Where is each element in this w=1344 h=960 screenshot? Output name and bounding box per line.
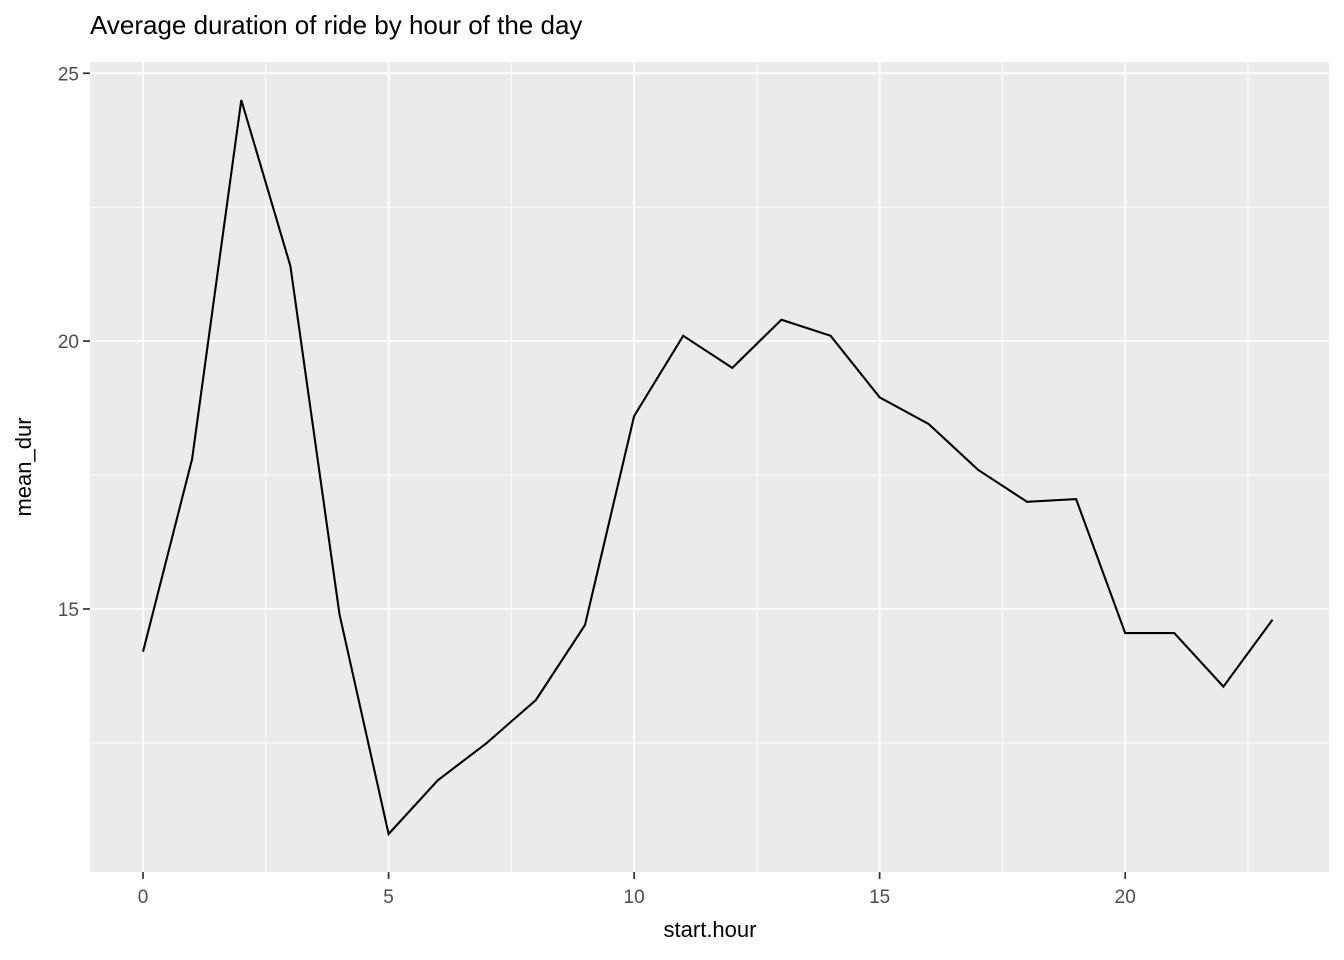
panel-background bbox=[90, 62, 1329, 872]
x-tick-label: 0 bbox=[138, 887, 149, 908]
chart-title: Average duration of ride by hour of the … bbox=[90, 10, 583, 40]
x-tick-label: 15 bbox=[869, 887, 890, 908]
y-tick-label: 20 bbox=[58, 332, 79, 353]
y-tick-label: 15 bbox=[58, 600, 79, 621]
mean-duration-line bbox=[141, 99, 1274, 837]
x-tick-label: 5 bbox=[383, 887, 394, 908]
x-axis-title: start.hour bbox=[663, 917, 757, 942]
x-tick-label: 10 bbox=[624, 887, 645, 908]
x-tick-label: 20 bbox=[1115, 887, 1136, 908]
y-axis-title: mean_dur bbox=[11, 417, 36, 517]
y-tick-label: 25 bbox=[58, 64, 79, 85]
